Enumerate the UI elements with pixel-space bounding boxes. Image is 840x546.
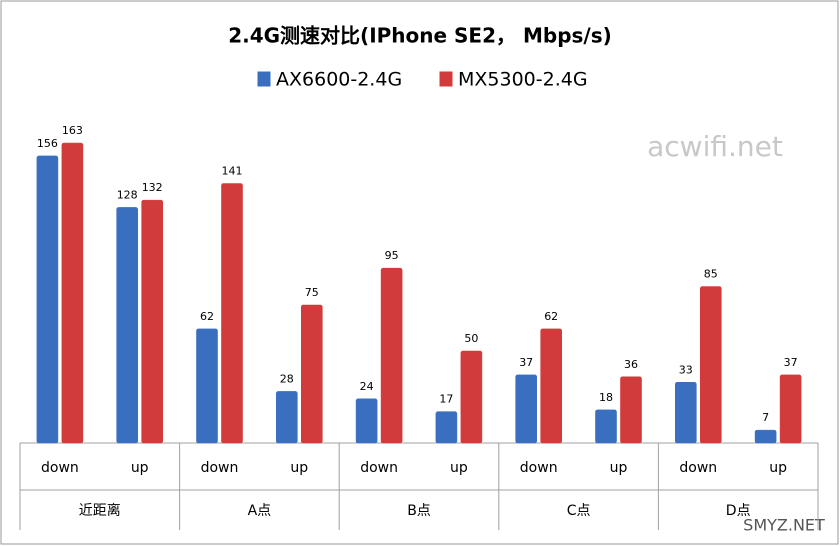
- legend-label: MX5300-2.4G: [458, 69, 588, 91]
- bar: [221, 183, 243, 444]
- bar: [380, 267, 403, 444]
- data-label: 128: [117, 188, 138, 201]
- group-label: C点: [567, 503, 591, 519]
- group-label: D点: [726, 503, 751, 519]
- x-tick-label: down: [201, 460, 239, 476]
- x-tick-label: down: [679, 460, 717, 476]
- bar: [196, 328, 218, 444]
- x-tick-label: up: [769, 460, 787, 476]
- bar: [595, 409, 617, 444]
- bar: [36, 155, 59, 444]
- data-label: 75: [305, 286, 319, 299]
- bar: [460, 350, 483, 444]
- x-tick-label: up: [290, 460, 308, 476]
- x-tick-label: up: [131, 460, 149, 476]
- bar: [141, 199, 163, 444]
- data-label: 7: [762, 411, 769, 424]
- data-label: 17: [439, 393, 453, 406]
- data-label: 163: [62, 124, 83, 137]
- chart-title: 2.4G测速对比(IPhone SE2， Mbps/s): [228, 24, 612, 48]
- x-tick-label: up: [450, 460, 468, 476]
- legend-swatch: [257, 71, 271, 87]
- bar: [515, 374, 538, 444]
- bar: [779, 374, 802, 444]
- data-label: 156: [37, 137, 58, 150]
- bar: [275, 391, 298, 444]
- watermark: SMYZ.NET: [743, 516, 825, 535]
- bar: [699, 286, 722, 444]
- data-label: 33: [679, 363, 693, 376]
- legend-label: AX6600-2.4G: [276, 69, 402, 91]
- data-label: 36: [624, 358, 638, 371]
- data-label: 132: [142, 181, 163, 194]
- bar: [540, 328, 563, 444]
- x-tick-label: down: [41, 460, 79, 476]
- data-label: 85: [704, 268, 718, 281]
- x-tick-label: up: [610, 460, 628, 476]
- bar: [61, 142, 84, 444]
- bar: [355, 398, 378, 444]
- bar: [620, 376, 642, 444]
- data-label: 62: [544, 310, 558, 323]
- bar: [435, 411, 458, 444]
- bar: [116, 207, 138, 444]
- data-label: 24: [360, 380, 374, 393]
- data-label: 37: [519, 356, 533, 369]
- group-label: B点: [407, 503, 431, 519]
- watermark: acwifi.net: [647, 130, 783, 163]
- legend-swatch: [439, 71, 453, 87]
- data-label: 18: [599, 391, 613, 404]
- group-label: A点: [248, 503, 272, 519]
- x-tick-label: down: [520, 460, 558, 476]
- group-label: 近距离: [79, 502, 121, 519]
- x-tick-label: down: [360, 460, 398, 476]
- data-label: 28: [280, 372, 294, 385]
- data-label: 37: [784, 356, 798, 369]
- data-label: 62: [200, 310, 214, 323]
- data-label: 50: [464, 332, 478, 345]
- bar: [754, 429, 777, 444]
- data-label: 141: [222, 165, 243, 178]
- data-label: 95: [385, 249, 399, 262]
- bar: [674, 381, 697, 444]
- bar: [300, 304, 323, 444]
